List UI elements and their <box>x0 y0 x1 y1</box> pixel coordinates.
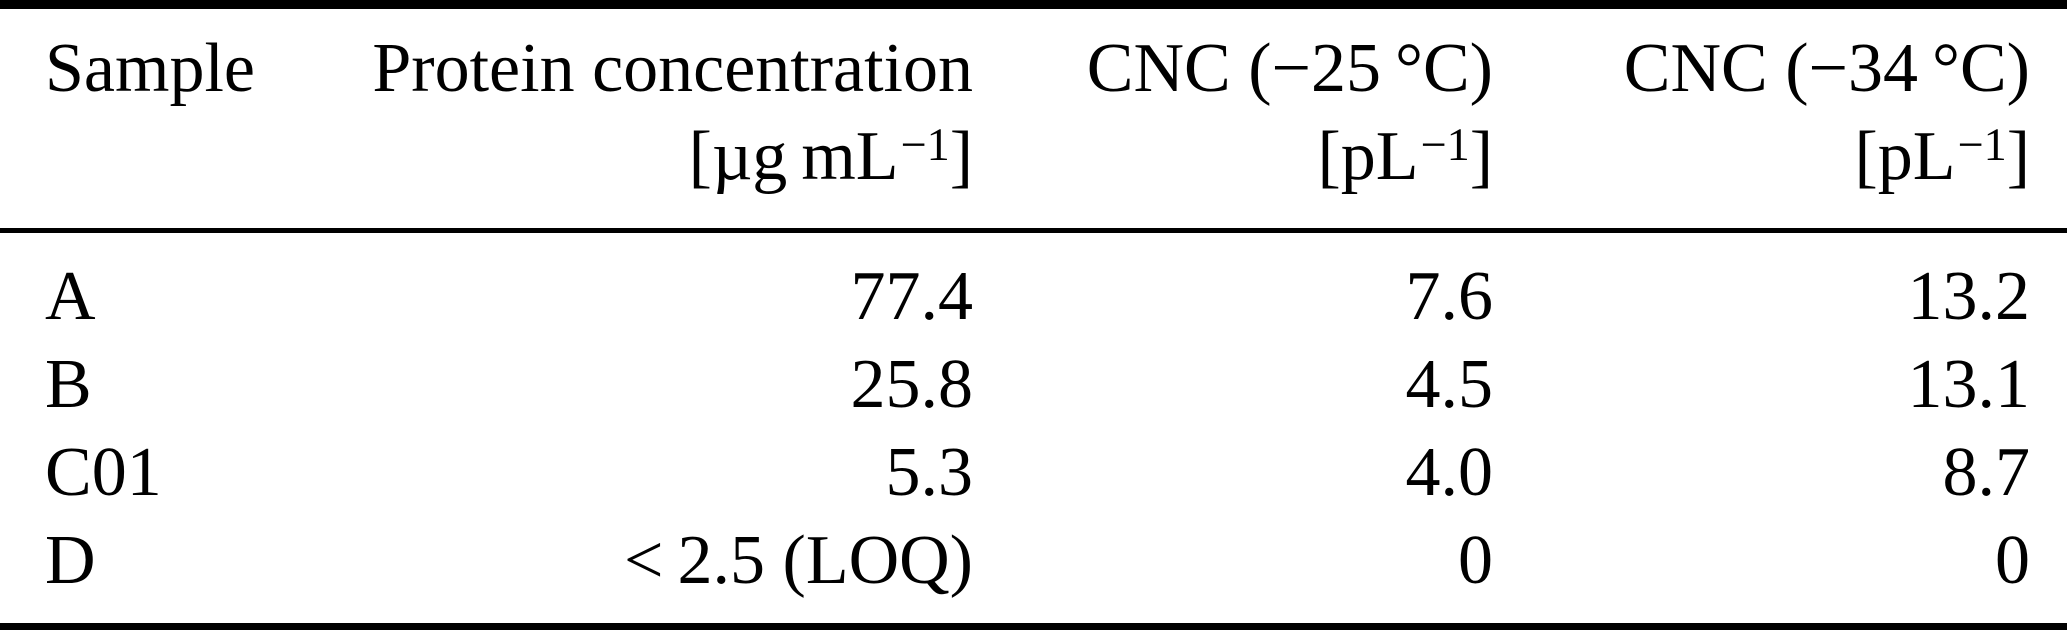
column-title: CNC (−34 °C) <box>1623 30 2030 107</box>
row-b-protein-cell: 25.8 <box>850 346 974 423</box>
header-cell-protein-concentration: Protein concentration [µg mL−1] <box>295 25 973 201</box>
row-b-sample-cell: B <box>45 346 92 423</box>
row-d-protein-cell: < 2.5 (LOQ) <box>624 522 973 599</box>
row-d-cnc25-cell: 0 <box>1458 522 1493 599</box>
header-cell-cnc-minus34: CNC (−34 °C) [pL−1] <box>1493 25 2030 201</box>
row-d-sample-cell: D <box>45 522 96 599</box>
superscript: −1 <box>1420 118 1470 170</box>
superscript: −1 <box>900 118 950 170</box>
column-title: Protein concentration <box>372 30 973 107</box>
column-unit: [µg mL−1] <box>688 118 973 195</box>
column-title: Sample <box>45 30 255 107</box>
column-unit: [pL−1] <box>1317 118 1493 195</box>
table-header: Sample Protein concentration [µg mL−1] C… <box>0 9 2067 228</box>
row-c01-cnc25-cell: 4.0 <box>1405 434 1494 511</box>
row-a-cnc34-cell: 13.2 <box>1907 258 2031 335</box>
header-cell-sample: Sample <box>45 25 295 201</box>
row-a-sample-cell: A <box>45 258 96 335</box>
superscript: −1 <box>1957 118 2007 170</box>
column-title: CNC (−25 °C) <box>1086 30 1493 107</box>
row-c01-sample-cell: C01 <box>45 434 162 511</box>
column-unit: [pL−1] <box>1854 118 2030 195</box>
row-d-cnc34-cell: 0 <box>1995 522 2030 599</box>
table-body: A 77.4 7.6 13.2 B 25.8 4.5 13.1 C01 5.3 … <box>0 233 2067 623</box>
row-b-cnc25-cell: 4.5 <box>1405 346 1494 423</box>
table-top-rule <box>0 0 2067 9</box>
row-a-protein-cell: 77.4 <box>850 258 974 335</box>
table-mid-rule <box>0 228 2067 233</box>
row-c01-protein-cell: 5.3 <box>885 434 974 511</box>
row-b-cnc34-cell: 13.1 <box>1907 346 2031 423</box>
header-cell-cnc-minus25: CNC (−25 °C) [pL−1] <box>973 25 1493 201</box>
row-a-cnc25-cell: 7.6 <box>1405 258 1494 335</box>
table-bottom-rule <box>0 623 2067 630</box>
row-c01-cnc34-cell: 8.7 <box>1942 434 2031 511</box>
